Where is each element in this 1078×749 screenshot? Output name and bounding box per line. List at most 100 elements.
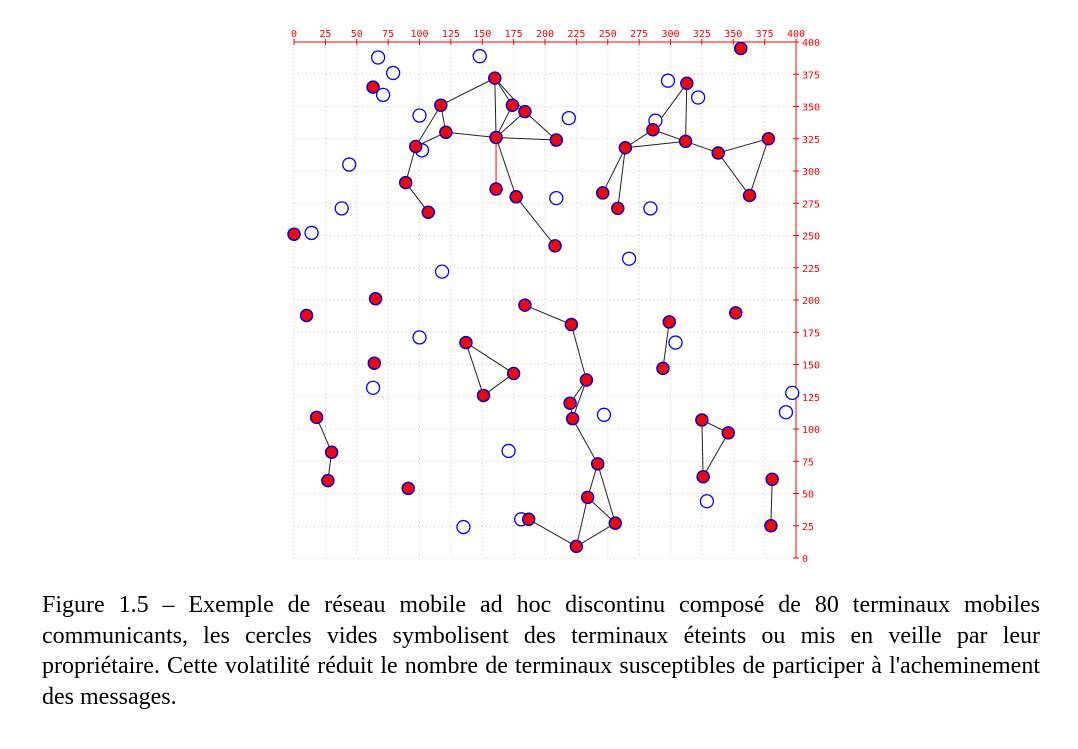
active-terminal-node — [765, 472, 779, 487]
active-terminal-node — [489, 182, 503, 196]
active-terminal-node — [439, 125, 453, 140]
y-tick-label: 0 — [802, 554, 808, 565]
network-link — [440, 77, 496, 106]
active-terminal-node — [324, 445, 339, 459]
active-terminal-node — [734, 41, 748, 56]
y-tick-label: 25 — [802, 522, 814, 533]
inactive-terminal-node — [596, 407, 612, 422]
active-terminal-node — [678, 134, 693, 149]
network-link — [465, 342, 484, 396]
y-tick-label: 50 — [802, 490, 814, 501]
network-link — [625, 140, 686, 149]
inactive-terminal-node — [304, 225, 319, 241]
x-tick-label: 200 — [536, 29, 554, 40]
network-link — [445, 131, 497, 138]
network-link — [494, 78, 497, 138]
inactive-terminal-node — [668, 335, 683, 350]
network-link — [515, 196, 556, 247]
y-tick-label: 275 — [802, 199, 820, 210]
network-link — [749, 138, 769, 196]
network-link — [524, 111, 557, 141]
active-terminal-node — [696, 469, 710, 484]
active-terminal-node — [711, 146, 725, 160]
inactive-terminal-node — [501, 443, 516, 459]
network-link — [597, 463, 616, 524]
y-tick-label: 250 — [802, 232, 820, 243]
active-terminal-node — [611, 201, 625, 216]
active-terminal-node — [476, 388, 491, 403]
x-tick-label: 150 — [473, 29, 491, 40]
x-tick-label: 125 — [442, 29, 460, 40]
active-terminal-node — [563, 396, 577, 410]
active-terminal-node — [287, 227, 301, 241]
y-tick-label: 100 — [802, 425, 820, 436]
network-figure: 0 25 50 75 100 125 150 175 200 225 250 275 300 325 350… — [287, 29, 820, 565]
active-terminal-node — [401, 481, 415, 496]
active-terminal-node — [569, 539, 584, 554]
x-tick-label: 325 — [693, 29, 711, 40]
inactive-terminal-node — [778, 405, 794, 420]
inactive-terminal-node — [561, 110, 576, 126]
y-tick-label: 75 — [802, 457, 814, 468]
x-tick-label: 300 — [661, 29, 679, 40]
active-terminal-node — [368, 291, 383, 306]
active-terminal-node — [729, 306, 743, 320]
active-terminal-node — [618, 141, 633, 155]
inactive-terminal-node — [412, 330, 427, 345]
inactive-terminal-node — [385, 65, 401, 81]
active-terminal-node — [434, 98, 448, 112]
active-terminal-node — [646, 122, 660, 137]
y-tick-label: 150 — [802, 361, 820, 372]
active-terminal-node — [662, 315, 676, 329]
inactive-terminal-node — [456, 519, 471, 535]
network-link — [770, 479, 773, 526]
active-terminal-node — [366, 80, 380, 94]
inactive-terminal-node — [334, 201, 349, 216]
y-tick-label: 400 — [802, 38, 820, 49]
network-link — [495, 137, 517, 197]
active-terminal-node — [564, 317, 579, 332]
active-terminal-node — [742, 188, 757, 203]
y-tick-label: 125 — [802, 393, 820, 404]
y-tick-label: 325 — [802, 135, 820, 146]
active-terminal-node — [580, 490, 595, 505]
active-terminal-node — [505, 98, 520, 112]
x-tick-label: 400 — [787, 29, 805, 40]
active-terminal-node — [408, 139, 423, 154]
active-terminal-node — [299, 308, 314, 323]
active-terminal-node — [721, 426, 735, 440]
inactive-terminal-node — [412, 108, 427, 123]
x-tick-label: 100 — [410, 29, 428, 40]
active-terminal-node — [459, 335, 473, 350]
active-terminal-node — [518, 104, 532, 119]
y-tick-label: 200 — [802, 296, 820, 307]
x-tick-label: 225 — [567, 29, 585, 40]
inactive-terminal-node — [699, 494, 715, 509]
network-link — [524, 304, 572, 325]
network-link — [575, 497, 589, 547]
active-terminal-node — [421, 205, 436, 220]
y-tick-label: 225 — [802, 264, 820, 275]
x-tick-label: 0 — [291, 29, 297, 40]
active-terminal-node — [518, 298, 532, 312]
active-terminal-node — [367, 356, 382, 370]
network-link — [465, 342, 514, 374]
network-link — [617, 147, 626, 209]
active-terminal-node — [761, 132, 776, 146]
inactive-terminal-node — [660, 73, 676, 88]
active-terminal-node — [764, 519, 778, 533]
network-link — [717, 152, 750, 196]
network-link — [701, 419, 704, 477]
network-link — [602, 147, 626, 194]
network-link — [494, 77, 526, 112]
active-terminal-node — [579, 373, 594, 387]
active-terminal-node — [680, 76, 694, 91]
x-tick-label: 50 — [351, 29, 363, 40]
figure-caption: Figure 1.5 – Exemple de réseau mobile ad… — [42, 592, 1040, 710]
inactive-terminal-node — [370, 50, 386, 65]
network-link — [576, 522, 616, 547]
network-link — [415, 104, 442, 147]
x-tick-label: 25 — [319, 29, 331, 40]
active-terminal-node — [309, 410, 324, 425]
inactive-terminal-node — [621, 251, 637, 266]
